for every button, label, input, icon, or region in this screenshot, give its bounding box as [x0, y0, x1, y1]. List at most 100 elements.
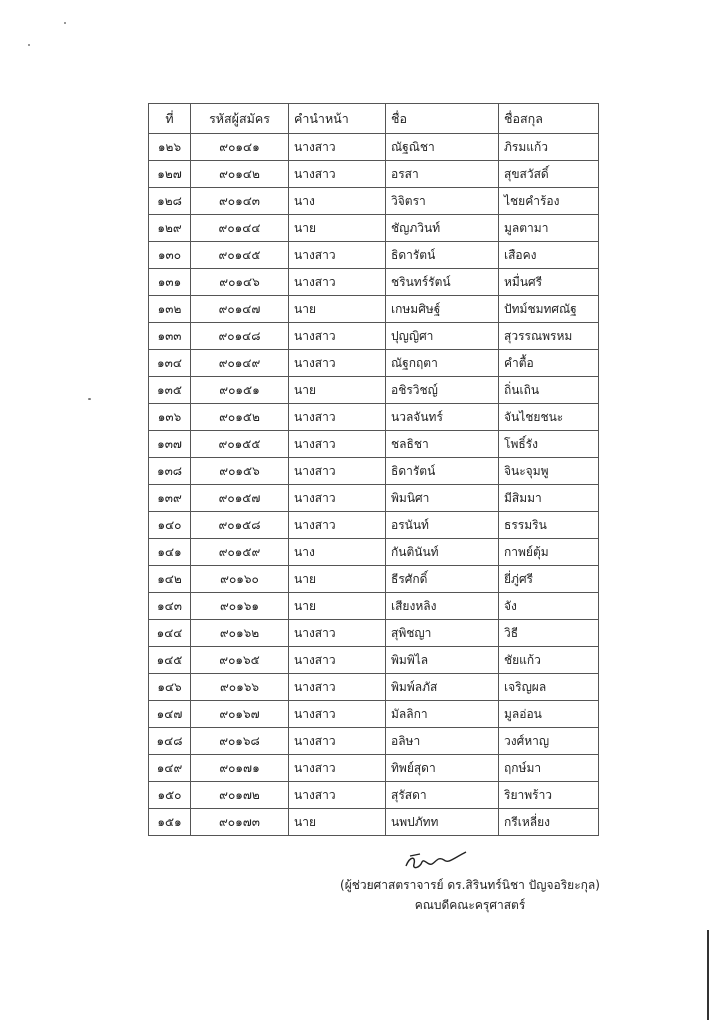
cell-first-name: นวลจันทร์: [385, 403, 499, 431]
cell-first-name: ชลธิชา: [385, 430, 499, 458]
cell-last-name: มีสิมมา: [498, 484, 599, 512]
cell-last-name: ยี่ภู่ศรี: [498, 565, 599, 593]
cell-last-name: ริยาพร้าว: [498, 781, 599, 809]
cell-row-no: ๑๒๘: [148, 187, 191, 215]
applicant-table: ที่ รหัสผู้สมัคร คำนำหน้า ชื่อ ชื่อสกุล …: [148, 103, 599, 836]
signatory-position: คณบดีคณะครุศาสตร์: [414, 898, 526, 912]
cell-applicant-id: ๙๐๑๕๒: [190, 403, 289, 431]
cell-title: นางสาว: [288, 133, 386, 161]
cell-first-name: มัลลิกา: [385, 700, 499, 728]
cell-first-name: กันตินันท์: [385, 538, 499, 566]
cell-applicant-id: ๙๐๑๕๖: [190, 457, 289, 485]
cell-title: นาย: [288, 808, 386, 836]
cell-last-name: เสือคง: [498, 241, 599, 269]
cell-last-name: กรีเหลี่ยง: [498, 808, 599, 836]
cell-row-no: ๑๕๑: [148, 808, 191, 836]
table-row: ๑๓๙ ๙๐๑๕๗ นางสาว พิมนิศา มีสิมมา: [148, 484, 599, 512]
table-row: ๑๕๐ ๙๐๑๗๒ นางสาว สุรัสดา ริยาพร้าว: [148, 781, 599, 809]
cell-applicant-id: ๙๐๑๕๑: [190, 376, 289, 404]
cell-applicant-id: ๙๐๑๔๒: [190, 160, 289, 188]
cell-title: นางสาว: [288, 727, 386, 755]
table-row: ๑๒๙ ๙๐๑๔๔ นาย ชัญภวินท์ มูลตามา: [148, 214, 599, 242]
table-row: ๑๔๖ ๙๐๑๖๖ นางสาว พิมพ์ลภัส เจริญผล: [148, 673, 599, 701]
cell-last-name: เจริญผล: [498, 673, 599, 701]
cell-first-name: วิจิตรา: [385, 187, 499, 215]
cell-first-name: อลิษา: [385, 727, 499, 755]
cell-title: นาย: [288, 295, 386, 323]
cell-first-name: ทิพย์สุดา: [385, 754, 499, 782]
table-row: ๑๔๐ ๙๐๑๕๘ นางสาว อรนันท์ ธรรมริน: [148, 511, 599, 539]
cell-title: นาง: [288, 538, 386, 566]
cell-last-name: วิธี: [498, 619, 599, 647]
cell-applicant-id: ๙๐๑๔๔: [190, 214, 289, 242]
cell-first-name: สุรัสดา: [385, 781, 499, 809]
header-first-name: ชื่อ: [385, 103, 499, 134]
cell-last-name: ไชยคำร้อง: [498, 187, 599, 215]
header-last-name: ชื่อสกุล: [498, 103, 599, 134]
cell-applicant-id: ๙๐๑๖๗: [190, 700, 289, 728]
cell-applicant-id: ๙๐๑๗๒: [190, 781, 289, 809]
table-row: ๑๔๙ ๙๐๑๗๑ นางสาว ทิพย์สุดา ฤกษ์มา: [148, 754, 599, 782]
cell-applicant-id: ๙๐๑๕๘: [190, 511, 289, 539]
cell-last-name: กาพย์ตุ้ม: [498, 538, 599, 566]
cell-row-no: ๑๓๑: [148, 268, 191, 296]
table-row: ๑๓๘ ๙๐๑๕๖ นางสาว ธิดารัตน์ จินะจุมพู: [148, 457, 599, 485]
cell-row-no: ๑๔๗: [148, 700, 191, 728]
cell-title: นางสาว: [288, 457, 386, 485]
cell-first-name: เกษมศิษฐ์: [385, 295, 499, 323]
signatory-name: (ผู้ช่วยศาสตราจารย์ ดร.สิรินทร์นิชา ปัญจ…: [340, 878, 600, 892]
cell-last-name: หมื่นศรี: [498, 268, 599, 296]
cell-first-name: ชรินทร์รัตน์: [385, 268, 499, 296]
cell-last-name: จินะจุมพู: [498, 457, 599, 485]
cell-title: นางสาว: [288, 646, 386, 674]
cell-applicant-id: ๙๐๑๗๓: [190, 808, 289, 836]
cell-last-name: จันไชยชนะ: [498, 403, 599, 431]
cell-row-no: ๑๓๖: [148, 403, 191, 431]
cell-title: นางสาว: [288, 511, 386, 539]
cell-applicant-id: ๙๐๑๗๑: [190, 754, 289, 782]
cell-applicant-id: ๙๐๑๔๖: [190, 268, 289, 296]
scan-speck: [64, 22, 66, 24]
cell-last-name: คำตื้อ: [498, 349, 599, 377]
table-row: ๑๔๗ ๙๐๑๖๗ นางสาว มัลลิกา มูลอ่อน: [148, 700, 599, 728]
cell-last-name: สุวรรณพรหม: [498, 322, 599, 350]
table-row: ๑๒๘ ๙๐๑๔๓ นาง วิจิตรา ไชยคำร้อง: [148, 187, 599, 215]
cell-applicant-id: ๙๐๑๔๗: [190, 295, 289, 323]
header-no: ที่: [148, 103, 191, 134]
cell-last-name: ฤกษ์มา: [498, 754, 599, 782]
header-title: คำนำหน้า: [288, 103, 386, 134]
cell-row-no: ๑๔๒: [148, 565, 191, 593]
cell-applicant-id: ๙๐๑๖๑: [190, 592, 289, 620]
cell-row-no: ๑๓๘: [148, 457, 191, 485]
table-row: ๑๒๖ ๙๐๑๔๑ นางสาว ณัฐณิชา ภิรมแก้ว: [148, 133, 599, 161]
cell-first-name: ธีรศักดิ์: [385, 565, 499, 593]
cell-first-name: นพปภัทท: [385, 808, 499, 836]
cell-row-no: ๑๔๔: [148, 619, 191, 647]
cell-title: นาย: [288, 592, 386, 620]
cell-first-name: อชิรวิชญ์: [385, 376, 499, 404]
cell-title: นางสาว: [288, 673, 386, 701]
cell-first-name: พิมพ์ลภัส: [385, 673, 499, 701]
table-row: ๑๒๗ ๙๐๑๔๒ นางสาว อรสา สุขสวัสดิ์: [148, 160, 599, 188]
table-row: ๑๕๑ ๙๐๑๗๓ นาย นพปภัทท กรีเหลี่ยง: [148, 808, 599, 836]
table-row: ๑๓๐ ๙๐๑๔๕ นางสาว ธิดารัตน์ เสือคง: [148, 241, 599, 269]
cell-row-no: ๑๔๑: [148, 538, 191, 566]
cell-last-name: โพธิ์รัง: [498, 430, 599, 458]
cell-row-no: ๑๓๒: [148, 295, 191, 323]
scan-edge-line: [707, 930, 709, 1020]
cell-first-name: สุพิชญา: [385, 619, 499, 647]
cell-applicant-id: ๙๐๑๕๗: [190, 484, 289, 512]
cell-applicant-id: ๙๐๑๔๑: [190, 133, 289, 161]
cell-title: นาย: [288, 565, 386, 593]
cell-last-name: มูลอ่อน: [498, 700, 599, 728]
cell-first-name: อรนันท์: [385, 511, 499, 539]
cell-title: นางสาว: [288, 781, 386, 809]
cell-row-no: ๑๒๗: [148, 160, 191, 188]
cell-first-name: เสียงหลิง: [385, 592, 499, 620]
cell-first-name: ณัฐณิชา: [385, 133, 499, 161]
cell-applicant-id: ๙๐๑๖๒: [190, 619, 289, 647]
table-row: ๑๔๕ ๙๐๑๖๕ นางสาว พิมพิไล ชัยแก้ว: [148, 646, 599, 674]
cell-title: นางสาว: [288, 484, 386, 512]
cell-title: นางสาว: [288, 268, 386, 296]
cell-row-no: ๑๓๕: [148, 376, 191, 404]
